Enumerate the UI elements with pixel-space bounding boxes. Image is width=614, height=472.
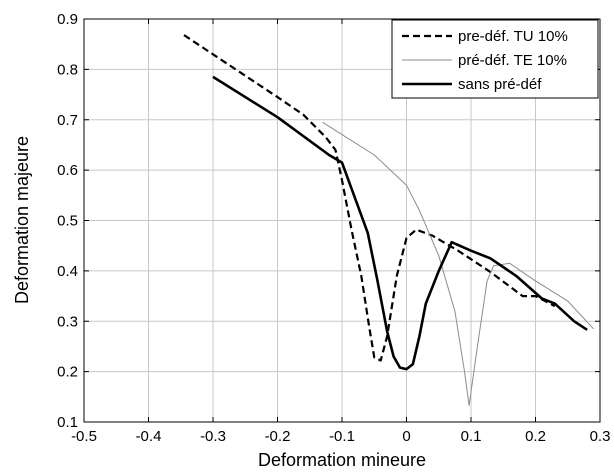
y-axis-label: Deformation majeure (12, 136, 32, 304)
x-tick-label: -0.4 (136, 428, 162, 445)
y-tick-label: 0.9 (57, 11, 78, 28)
series-line-sans (212, 75, 588, 371)
x-tick-label: 0.2 (525, 428, 546, 445)
series-line-tu (183, 34, 556, 362)
x-tick-label: -0.2 (265, 428, 291, 445)
y-tick-label: 0.6 (57, 162, 78, 179)
y-tick-label: 0.2 (57, 364, 78, 381)
y-tick-label: 0.5 (57, 213, 78, 230)
legend: pre-déf. TU 10% pré-déf. TE 10% sans pré… (391, 19, 599, 99)
y-tick-label: 0.4 (57, 263, 78, 280)
grid (84, 19, 600, 422)
x-axis-label: Deformation mineure (258, 450, 426, 470)
x-tick-label: -0.1 (329, 428, 355, 445)
legend-label-tu: pre-déf. TU 10% (458, 28, 568, 45)
legend-label-sans: sans pré-déf (458, 76, 542, 93)
series-line-te (322, 121, 594, 406)
y-tick-label: 0.8 (57, 61, 78, 78)
y-tick-label: 0.1 (57, 414, 78, 431)
ticks (83, 18, 601, 423)
legend-label-te: pré-déf. TE 10% (458, 52, 567, 69)
x-tick-label: 0.3 (590, 428, 611, 445)
x-tick-label: -0.3 (200, 428, 226, 445)
y-tick-label: 0.7 (57, 112, 78, 129)
y-tick-label: 0.3 (57, 313, 78, 330)
tick-labels: -0.5 -0.4 -0.3 -0.2 -0.1 0 0.1 0.2 0.3 0.1 0.2 0.3 0… (57, 11, 610, 445)
x-tick-label: 0 (402, 428, 410, 445)
x-tick-label: 0.1 (461, 428, 482, 445)
series-layer (183, 34, 594, 406)
x-tick-label: -0.5 (71, 428, 97, 445)
